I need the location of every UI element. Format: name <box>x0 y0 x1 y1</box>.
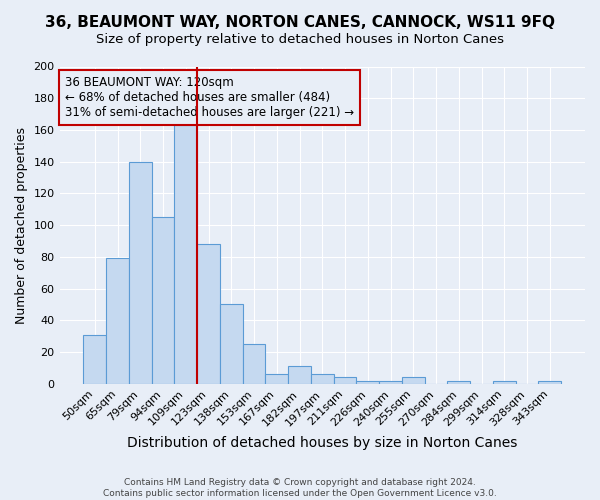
Bar <box>538 380 561 384</box>
Text: 36, BEAUMONT WAY, NORTON CANES, CANNOCK, WS11 9FQ: 36, BEAUMONT WAY, NORTON CANES, CANNOCK,… <box>45 15 555 30</box>
Bar <box>83 334 106 384</box>
Bar <box>402 378 425 384</box>
Y-axis label: Number of detached properties: Number of detached properties <box>15 126 28 324</box>
Bar <box>288 366 311 384</box>
Text: Size of property relative to detached houses in Norton Canes: Size of property relative to detached ho… <box>96 32 504 46</box>
Bar <box>311 374 334 384</box>
Bar <box>129 162 152 384</box>
Bar <box>197 244 220 384</box>
Text: Contains HM Land Registry data © Crown copyright and database right 2024.
Contai: Contains HM Land Registry data © Crown c… <box>103 478 497 498</box>
Bar <box>448 380 470 384</box>
Bar <box>356 380 379 384</box>
Bar <box>152 217 175 384</box>
Bar <box>220 304 242 384</box>
Bar <box>242 344 265 384</box>
Bar <box>334 378 356 384</box>
Bar <box>265 374 288 384</box>
Text: 36 BEAUMONT WAY: 120sqm
← 68% of detached houses are smaller (484)
31% of semi-d: 36 BEAUMONT WAY: 120sqm ← 68% of detache… <box>65 76 354 119</box>
Bar <box>379 380 402 384</box>
Bar <box>106 258 129 384</box>
X-axis label: Distribution of detached houses by size in Norton Canes: Distribution of detached houses by size … <box>127 436 517 450</box>
Bar <box>493 380 515 384</box>
Bar <box>175 125 197 384</box>
